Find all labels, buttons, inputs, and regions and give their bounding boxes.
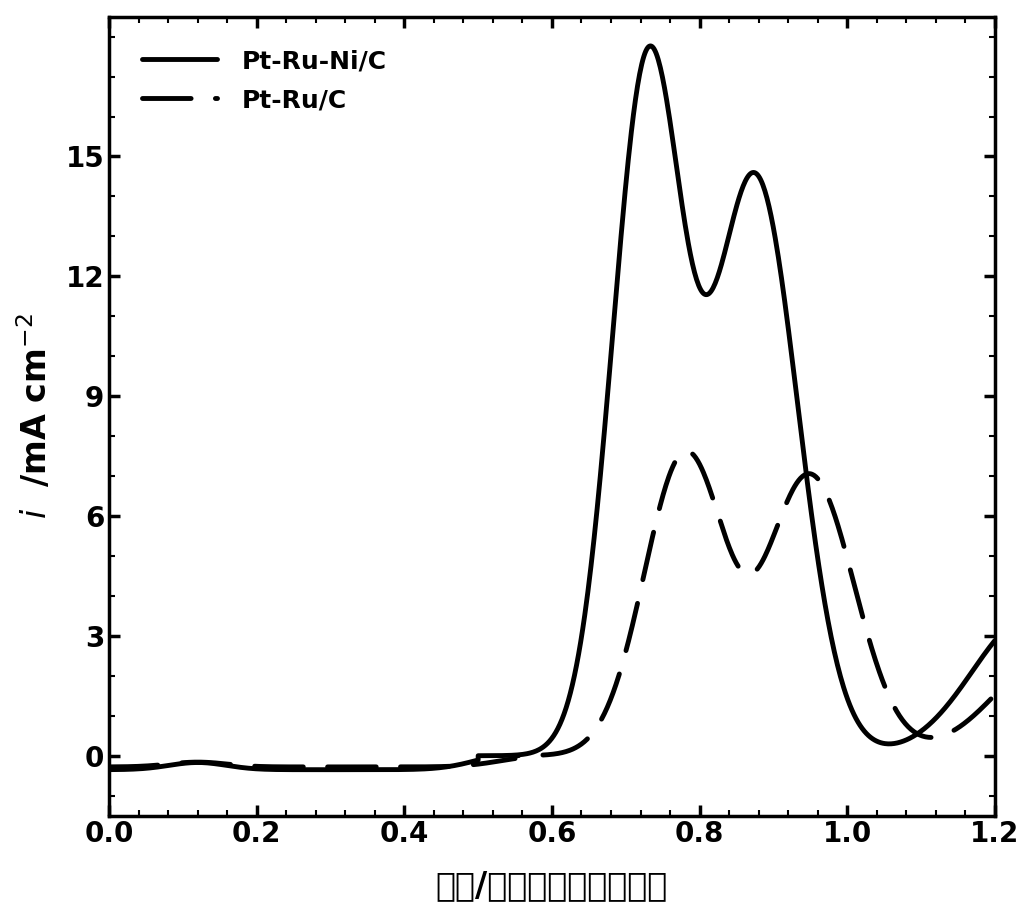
Pt-Ru-Ni/C (103, 764, 115, 775)
Pt-Ru/C (507, 754, 519, 765)
Line: Pt-Ru/C: Pt-Ru/C (109, 451, 995, 766)
X-axis label: 电位/伏特（可逆氢电极）: 电位/伏特（可逆氢电极） (436, 869, 668, 902)
Pt-Ru/C (338, 761, 350, 772)
Pt-Ru/C (759, 549, 772, 560)
Pt-Ru-Ni/C (643, 40, 656, 51)
Pt-Ru/C (454, 760, 466, 771)
Pt-Ru-Ni/C (470, 755, 483, 766)
Line: Pt-Ru-Ni/C: Pt-Ru-Ni/C (109, 46, 995, 770)
Legend: Pt-Ru-Ni/C, Pt-Ru/C: Pt-Ru-Ni/C, Pt-Ru/C (121, 29, 407, 132)
Pt-Ru/C (103, 761, 115, 772)
Pt-Ru-Ni/C (422, 763, 434, 774)
Pt-Ru-Ni/C (327, 765, 340, 776)
Pt-Ru/C (530, 750, 543, 761)
Pt-Ru/C (924, 732, 937, 743)
Pt-Ru-Ni/C (830, 655, 842, 666)
Pt-Ru/C (988, 689, 1001, 700)
Pt-Ru-Ni/C (495, 750, 508, 761)
Y-axis label: $i$  /mA cm$^{-2}$: $i$ /mA cm$^{-2}$ (17, 313, 55, 519)
Pt-Ru/C (680, 446, 692, 457)
Pt-Ru-Ni/C (742, 170, 754, 181)
Pt-Ru-Ni/C (988, 635, 1001, 646)
Pt-Ru/C (841, 554, 854, 565)
Pt-Ru-Ni/C (919, 722, 931, 733)
